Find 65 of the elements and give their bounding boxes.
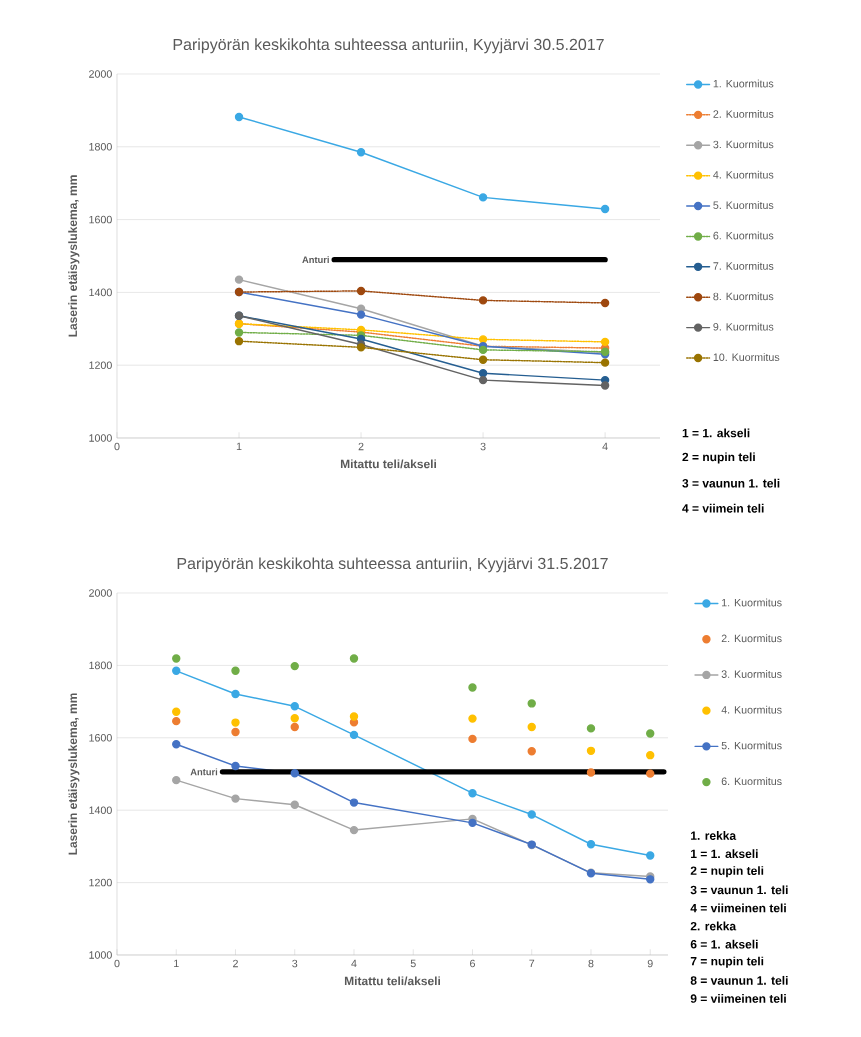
x-tick-label: 4	[602, 442, 608, 451]
y-tick-label: 2000	[89, 70, 112, 78]
x-tick-label: 1	[236, 442, 242, 451]
legend-label: 6. Kuormitus	[713, 231, 774, 240]
text: 3 = vaunun 1. teli	[682, 478, 780, 488]
legend-label: 9. Kuormitus	[713, 322, 774, 331]
text: 2 = nupin teli	[690, 866, 764, 878]
x-tick-label: 8	[588, 959, 594, 968]
y-tick-label: 1200	[89, 361, 112, 369]
x-tick-label: 6	[470, 959, 475, 968]
legend-label: 3. Kuormitus	[721, 670, 782, 678]
x-tick-label: 9	[647, 959, 653, 968]
text: 1. rekka	[691, 831, 737, 840]
y-tick-label: 1800	[89, 661, 112, 670]
x-tick-label: 4	[351, 959, 357, 968]
x-tick-label: 3	[480, 442, 486, 451]
text: 1 = 1. akseli	[691, 849, 758, 859]
legend-label: 5. Kuormitus	[721, 741, 782, 750]
legend-label: 5. Kuormitus	[713, 201, 774, 210]
legend-label: 4. Kuormitus	[713, 170, 774, 179]
x-tick-label: 2	[358, 442, 364, 451]
text: 3 = vaunun 1. teli	[690, 885, 788, 895]
legend-label: 7. Kuormitus	[713, 261, 774, 270]
text: 6 = 1. akseli	[690, 939, 758, 949]
y-tick-label: 1200	[89, 878, 112, 887]
legend-label: 4. Kuormitus	[721, 705, 782, 714]
y-tick-label: 1600	[89, 734, 112, 742]
x-axis-title: Mitattu teli/akseli	[340, 459, 436, 469]
y-axis-title: Laserin etäisyyslukema, mm	[68, 693, 80, 855]
text: 4 = viimein teli	[682, 503, 764, 513]
y-tick-label: 1800	[89, 143, 112, 151]
legend-label: 3. Kuormitus	[713, 140, 774, 149]
chart-title: Paripyörän keskikohta suhteessa anturiin, Kyyjärvi 31.5.2017	[177, 557, 608, 573]
text: 8 = vaunun 1. teli	[690, 975, 788, 985]
legend-label: 1. Kuormitus	[713, 79, 774, 88]
y-tick-label: 1000	[89, 434, 112, 442]
legend-label: 2. Kuormitus	[713, 109, 774, 118]
legend-label: 8. Kuormitus	[713, 292, 774, 301]
y-tick-label: 1400	[89, 288, 112, 297]
x-axis-title: Mitattu teli/akseli	[344, 976, 440, 986]
text: 7 = nupin teli	[690, 956, 764, 968]
text: 2 = nupin teli	[682, 452, 755, 464]
legend-label: 2. Kuormitus	[721, 634, 782, 643]
x-tick-label: 0	[114, 442, 120, 451]
text: 2. rekka	[690, 921, 737, 931]
x-tick-label: 5	[410, 959, 416, 968]
x-tick-label: 1	[174, 959, 179, 968]
y-tick-label: 1000	[89, 951, 112, 959]
series-label: Anturi	[190, 768, 218, 776]
x-tick-label: 0	[114, 959, 120, 968]
y-tick-label: 2000	[89, 589, 112, 597]
x-tick-label: 7	[529, 959, 535, 968]
legend-label: 1. Kuormitus	[722, 598, 782, 607]
x-tick-label: 2	[233, 959, 238, 968]
legend-label: 10. Kuormitus	[713, 353, 780, 361]
chart-title: Paripyörän keskikohta suhteessa anturiin, Kyyjärvi 30.5.2017	[173, 38, 604, 54]
series-label: Anturi	[302, 256, 329, 264]
text: 4 = viimeinen teli	[690, 903, 786, 913]
legend-label: 6. Kuormitus	[721, 777, 782, 786]
y-tick-label: 1400	[89, 806, 112, 814]
y-axis-title: Laserin etäisyyslukema, mm	[68, 175, 80, 337]
text: 1 = 1. akseli	[682, 428, 750, 438]
text: 9 = viimeinen teli	[690, 994, 786, 1003]
x-tick-label: 3	[292, 959, 298, 968]
y-tick-label: 1600	[89, 215, 112, 224]
